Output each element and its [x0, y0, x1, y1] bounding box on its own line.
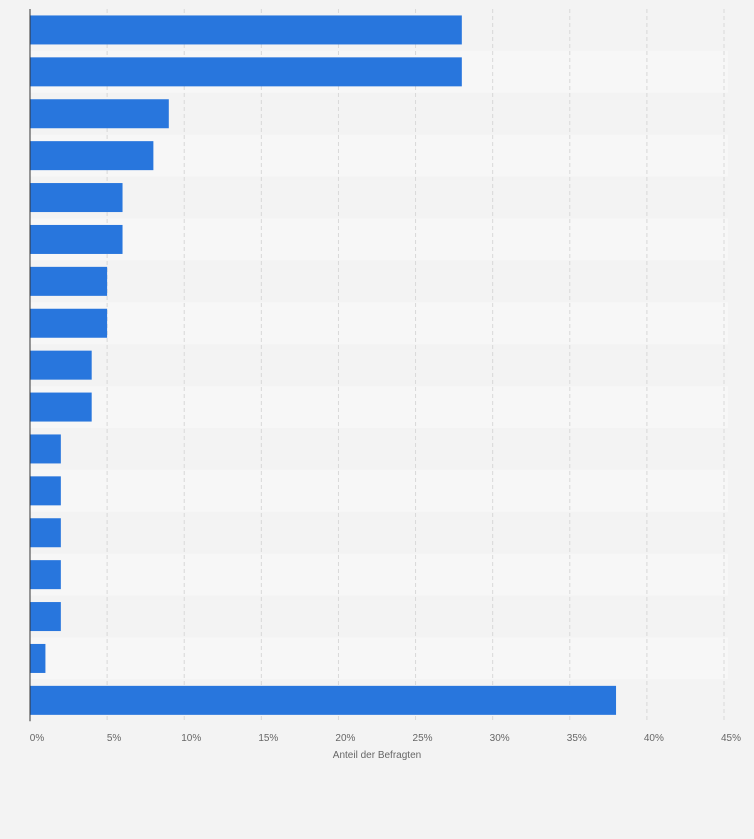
x-tick-label: 35%: [567, 733, 587, 744]
bar: [30, 560, 61, 590]
x-tick-label: 20%: [335, 733, 355, 744]
row-stripe: [30, 553, 728, 596]
x-tick-label: 45%: [721, 733, 741, 744]
bar: [30, 57, 462, 87]
bar: [30, 434, 61, 464]
bar: [30, 308, 108, 338]
row-stripe: [30, 595, 728, 638]
bar: [30, 350, 92, 380]
x-tick-label: 10%: [181, 733, 201, 744]
x-tick-label: 0%: [30, 733, 45, 744]
x-tick-label: 30%: [490, 733, 510, 744]
row-stripe: [30, 637, 728, 680]
bar: [30, 141, 154, 171]
row-stripe: [30, 386, 728, 428]
bar: [30, 518, 61, 548]
bar: [30, 99, 169, 129]
x-tick-label: 5%: [107, 733, 122, 744]
bar: [30, 685, 617, 715]
row-stripe: [30, 302, 728, 345]
x-tick-label: 40%: [644, 733, 664, 744]
row-stripe: [30, 469, 728, 512]
bar: [30, 476, 61, 506]
bar: [30, 643, 46, 673]
bar: [30, 602, 61, 632]
row-stripe: [30, 218, 728, 261]
x-axis-label: Anteil der Befragten: [333, 750, 421, 761]
bar: [30, 15, 462, 45]
row-stripe: [30, 428, 728, 470]
row-stripe: [30, 344, 728, 387]
bar: [30, 183, 123, 213]
bar: [30, 224, 123, 254]
x-tick-label: 15%: [258, 733, 278, 744]
bar: [30, 266, 108, 296]
x-tick-label: 25%: [413, 733, 433, 744]
row-stripe: [30, 511, 728, 554]
row-stripe: [30, 176, 728, 219]
row-stripe: [30, 260, 728, 303]
bar: [30, 392, 92, 422]
